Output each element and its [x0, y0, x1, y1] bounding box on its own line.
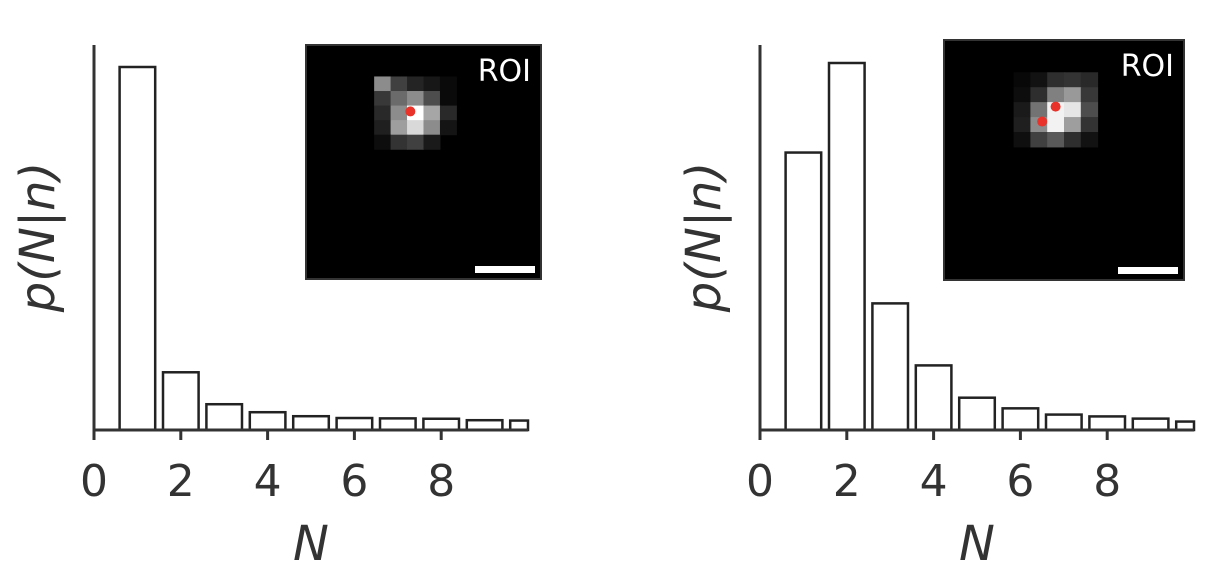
- roi-pixel: [1047, 72, 1065, 88]
- roi-pixel: [407, 76, 424, 92]
- roi-pixel: [374, 120, 392, 136]
- roi-pixel: [1080, 72, 1099, 88]
- x-tick-label: 8: [427, 456, 455, 507]
- scale-bar: [1118, 267, 1178, 274]
- roi-pixel: [374, 134, 392, 150]
- y-axis-label: p(N|n): [10, 162, 66, 313]
- roi-inset: ROI: [305, 44, 542, 280]
- x-tick-label: 0: [746, 456, 774, 507]
- roi-pixel: [1047, 132, 1065, 148]
- scale-bar: [475, 266, 535, 273]
- roi-pixel: [1080, 132, 1099, 148]
- bar: [1001, 407, 1040, 432]
- emitter-dot: [1050, 101, 1061, 112]
- roi-pixel: [390, 134, 408, 150]
- x-tick-label: 4: [254, 456, 282, 507]
- roi-pixel: [407, 120, 424, 136]
- roi-inset: ROI: [943, 39, 1185, 281]
- bar: [1131, 417, 1170, 432]
- roi-pixel: [1030, 72, 1048, 88]
- roi-pixel: [1047, 117, 1065, 133]
- x-axis-label: N: [959, 516, 995, 568]
- roi-label: ROI: [478, 54, 531, 89]
- bar: [118, 65, 157, 432]
- x-tick-label: 2: [167, 456, 195, 507]
- roi-pixel: [1064, 72, 1082, 88]
- roi-pixel: [1080, 117, 1099, 133]
- bar: [248, 410, 287, 432]
- x-axis-label: N: [293, 516, 329, 568]
- x-tick-label: 6: [340, 456, 368, 507]
- x-tick-label: 0: [80, 456, 108, 507]
- roi-pixel: [439, 120, 457, 136]
- bar: [161, 371, 200, 432]
- roi-pixel: [1064, 117, 1082, 133]
- roi-pixel: [1047, 87, 1065, 103]
- roi-pixel: [374, 91, 392, 107]
- roi-pixel: [1013, 87, 1031, 103]
- roi-pixel: [1013, 132, 1031, 148]
- emitter-dot: [1037, 116, 1048, 127]
- bar: [1088, 415, 1127, 432]
- roi-pixel: [1064, 102, 1082, 118]
- panel-1: 0 2 4 6 8 Np(N|n) ROI: [10, 44, 542, 568]
- roi-pixel: [1013, 102, 1031, 118]
- x-tick-label: 8: [1093, 456, 1121, 507]
- roi-pixel: [390, 120, 408, 136]
- panel-2: 0 2 4 6 8 Np(N|n) ROI: [676, 39, 1196, 568]
- roi-pixel: [407, 91, 424, 107]
- roi-pixel: [439, 76, 457, 92]
- x-tick-label: 2: [833, 456, 861, 507]
- roi-pixel: [423, 91, 441, 107]
- y-axis-label: p(N|n): [676, 162, 732, 313]
- roi-pixel: [1030, 132, 1048, 148]
- bar: [957, 396, 997, 432]
- bar: [784, 151, 823, 432]
- roi-pixel: [1013, 72, 1031, 88]
- roi-pixel: [1064, 87, 1082, 103]
- bar: [335, 416, 374, 432]
- roi-pixel: [374, 105, 392, 121]
- roi-pixel: [1080, 102, 1099, 118]
- roi-pixel: [1030, 87, 1048, 103]
- bar: [291, 414, 331, 432]
- bar: [1044, 413, 1083, 432]
- roi-label: ROI: [1121, 49, 1174, 84]
- x-tick-label: 4: [920, 456, 948, 507]
- bar: [827, 61, 866, 432]
- roi-pixel: [439, 91, 457, 107]
- bar: [422, 417, 461, 432]
- roi-pixel: [423, 105, 441, 121]
- bar: [871, 302, 910, 432]
- bar: [914, 364, 953, 432]
- x-tick-label: 6: [1006, 456, 1034, 507]
- roi-pixel: [1013, 117, 1031, 133]
- roi-pixel: [423, 76, 441, 92]
- roi-pixel: [1080, 87, 1099, 103]
- roi-pixel: [439, 105, 457, 121]
- roi-pixel: [1030, 102, 1048, 118]
- roi-pixel: [423, 120, 441, 136]
- bar: [378, 417, 417, 432]
- bar: [205, 402, 244, 432]
- roi-pixel: [423, 134, 441, 150]
- roi-pixel: [390, 76, 408, 92]
- roi-pixel: [1064, 132, 1082, 148]
- emitter-dot: [405, 106, 416, 117]
- roi-pixel: [390, 91, 408, 107]
- roi-pixel: [374, 76, 392, 92]
- roi-pixel: [390, 105, 408, 121]
- roi-pixel: [407, 134, 424, 150]
